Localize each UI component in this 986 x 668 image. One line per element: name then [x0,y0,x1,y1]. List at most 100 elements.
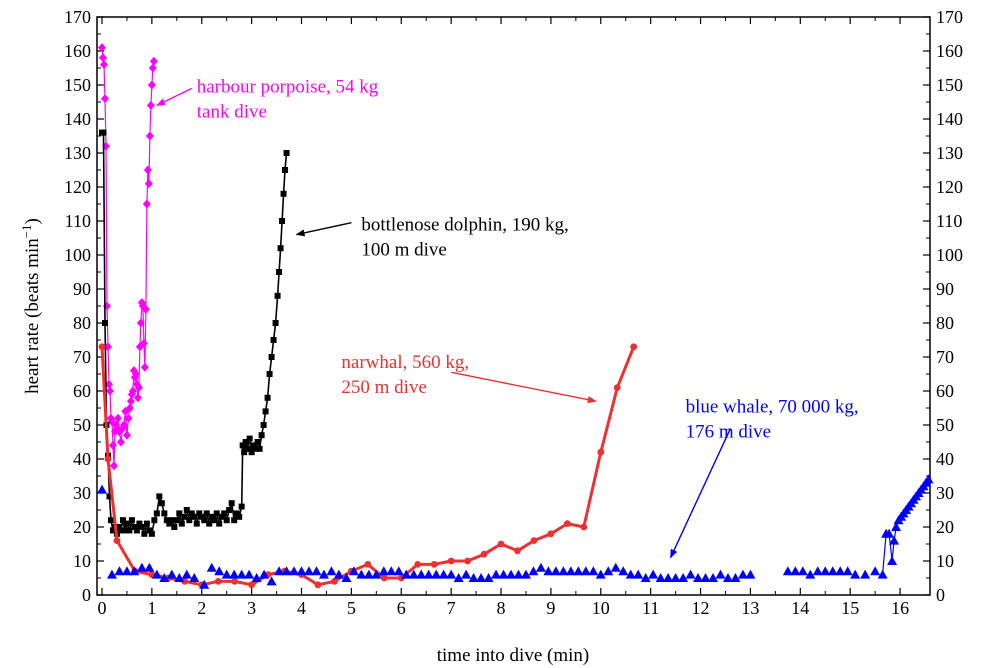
data-point [136,520,143,527]
data-point [414,561,422,568]
data-point [289,566,300,576]
data-point [121,566,132,576]
data-point [618,566,629,576]
data-point [97,43,106,53]
y-tick-label-right: 100 [936,245,963,265]
data-point [595,569,606,579]
data-point [877,569,888,579]
data-point [241,449,248,456]
data-point [213,510,220,517]
data-point [133,527,140,534]
data-point [580,566,591,576]
y-tick-label-right: 80 [936,313,954,333]
data-point [573,566,584,576]
data-point [208,513,215,520]
data-point [393,566,404,576]
data-point [730,573,741,582]
data-point [250,442,257,449]
y-tick-label-left: 60 [73,381,91,401]
annotation-arrow [451,371,597,404]
data-point [282,167,289,173]
data-point [122,430,131,440]
data-point [333,569,344,579]
data-point [640,573,651,582]
x-tick-label: 6 [397,598,406,618]
data-point [206,520,213,527]
y-tick-label-right: 90 [936,279,954,299]
data-point [363,569,374,579]
y-tick-label-left: 150 [64,75,91,95]
data-point [401,569,412,579]
data-point [430,561,438,568]
data-point [268,354,275,360]
data-point [264,394,271,401]
data-point [283,150,290,156]
y-tick-label-left: 20 [73,517,91,537]
data-point [693,573,704,582]
data-point [790,566,801,576]
data-point [737,569,748,579]
data-point [889,535,900,545]
data-point [106,493,113,500]
data-point [136,562,147,572]
data-point [101,320,108,326]
data-point [547,530,555,538]
data-point [104,379,113,389]
y-tick-label-right: 140 [936,109,963,129]
y-tick-label-left: 120 [64,177,91,197]
data-point [109,461,118,471]
data-point [144,179,153,189]
data-point [491,569,502,579]
data-point [226,507,233,513]
data-point [115,524,122,530]
data-point [121,527,128,534]
data-point [108,440,117,450]
data-point [156,493,163,500]
data-point [431,569,442,579]
data-point [558,566,569,576]
data-point [144,562,155,572]
data-point [270,337,277,343]
y-tick-label-left: 140 [64,109,91,129]
data-point [296,566,307,576]
data-point [588,566,599,576]
data-point [371,569,382,579]
x-tick-label: 2 [197,598,206,618]
data-point [513,569,524,579]
y-tick-label-right: 130 [936,143,963,163]
annotation: blue whale, 70 000 kg,176 m dive [669,396,859,559]
x-tick-label: 12 [692,598,710,618]
data-point [124,413,133,423]
data-point [211,517,218,524]
data-point [276,269,283,275]
data-point [236,569,247,579]
series-diamond-group [97,43,158,471]
x-tick-label: 11 [642,598,659,618]
data-point [145,131,154,141]
annotation: bottlenose dolphin, 190 kg, 100 m dive [295,214,569,260]
y-tick-label-right: 40 [936,449,954,469]
data-point [238,503,245,510]
y-axis-label-sup: −1 [19,224,34,238]
data-point [447,557,455,565]
data-point [260,422,267,428]
data-point [630,343,638,351]
data-point [860,569,871,579]
data-point [259,569,270,579]
data-point [133,393,142,403]
data-point [655,573,666,582]
series-line [101,47,155,467]
annotation-text: tank dive [197,102,267,123]
data-point [146,100,155,110]
data-point [887,556,898,565]
data-point [166,520,173,527]
data-point [318,569,329,579]
y-tick-label-right: 50 [936,415,954,435]
data-point [104,455,112,463]
series-layer [96,43,934,589]
data-point [214,578,222,585]
y-tick-label-left: 0 [82,585,91,605]
data-point [812,566,823,576]
